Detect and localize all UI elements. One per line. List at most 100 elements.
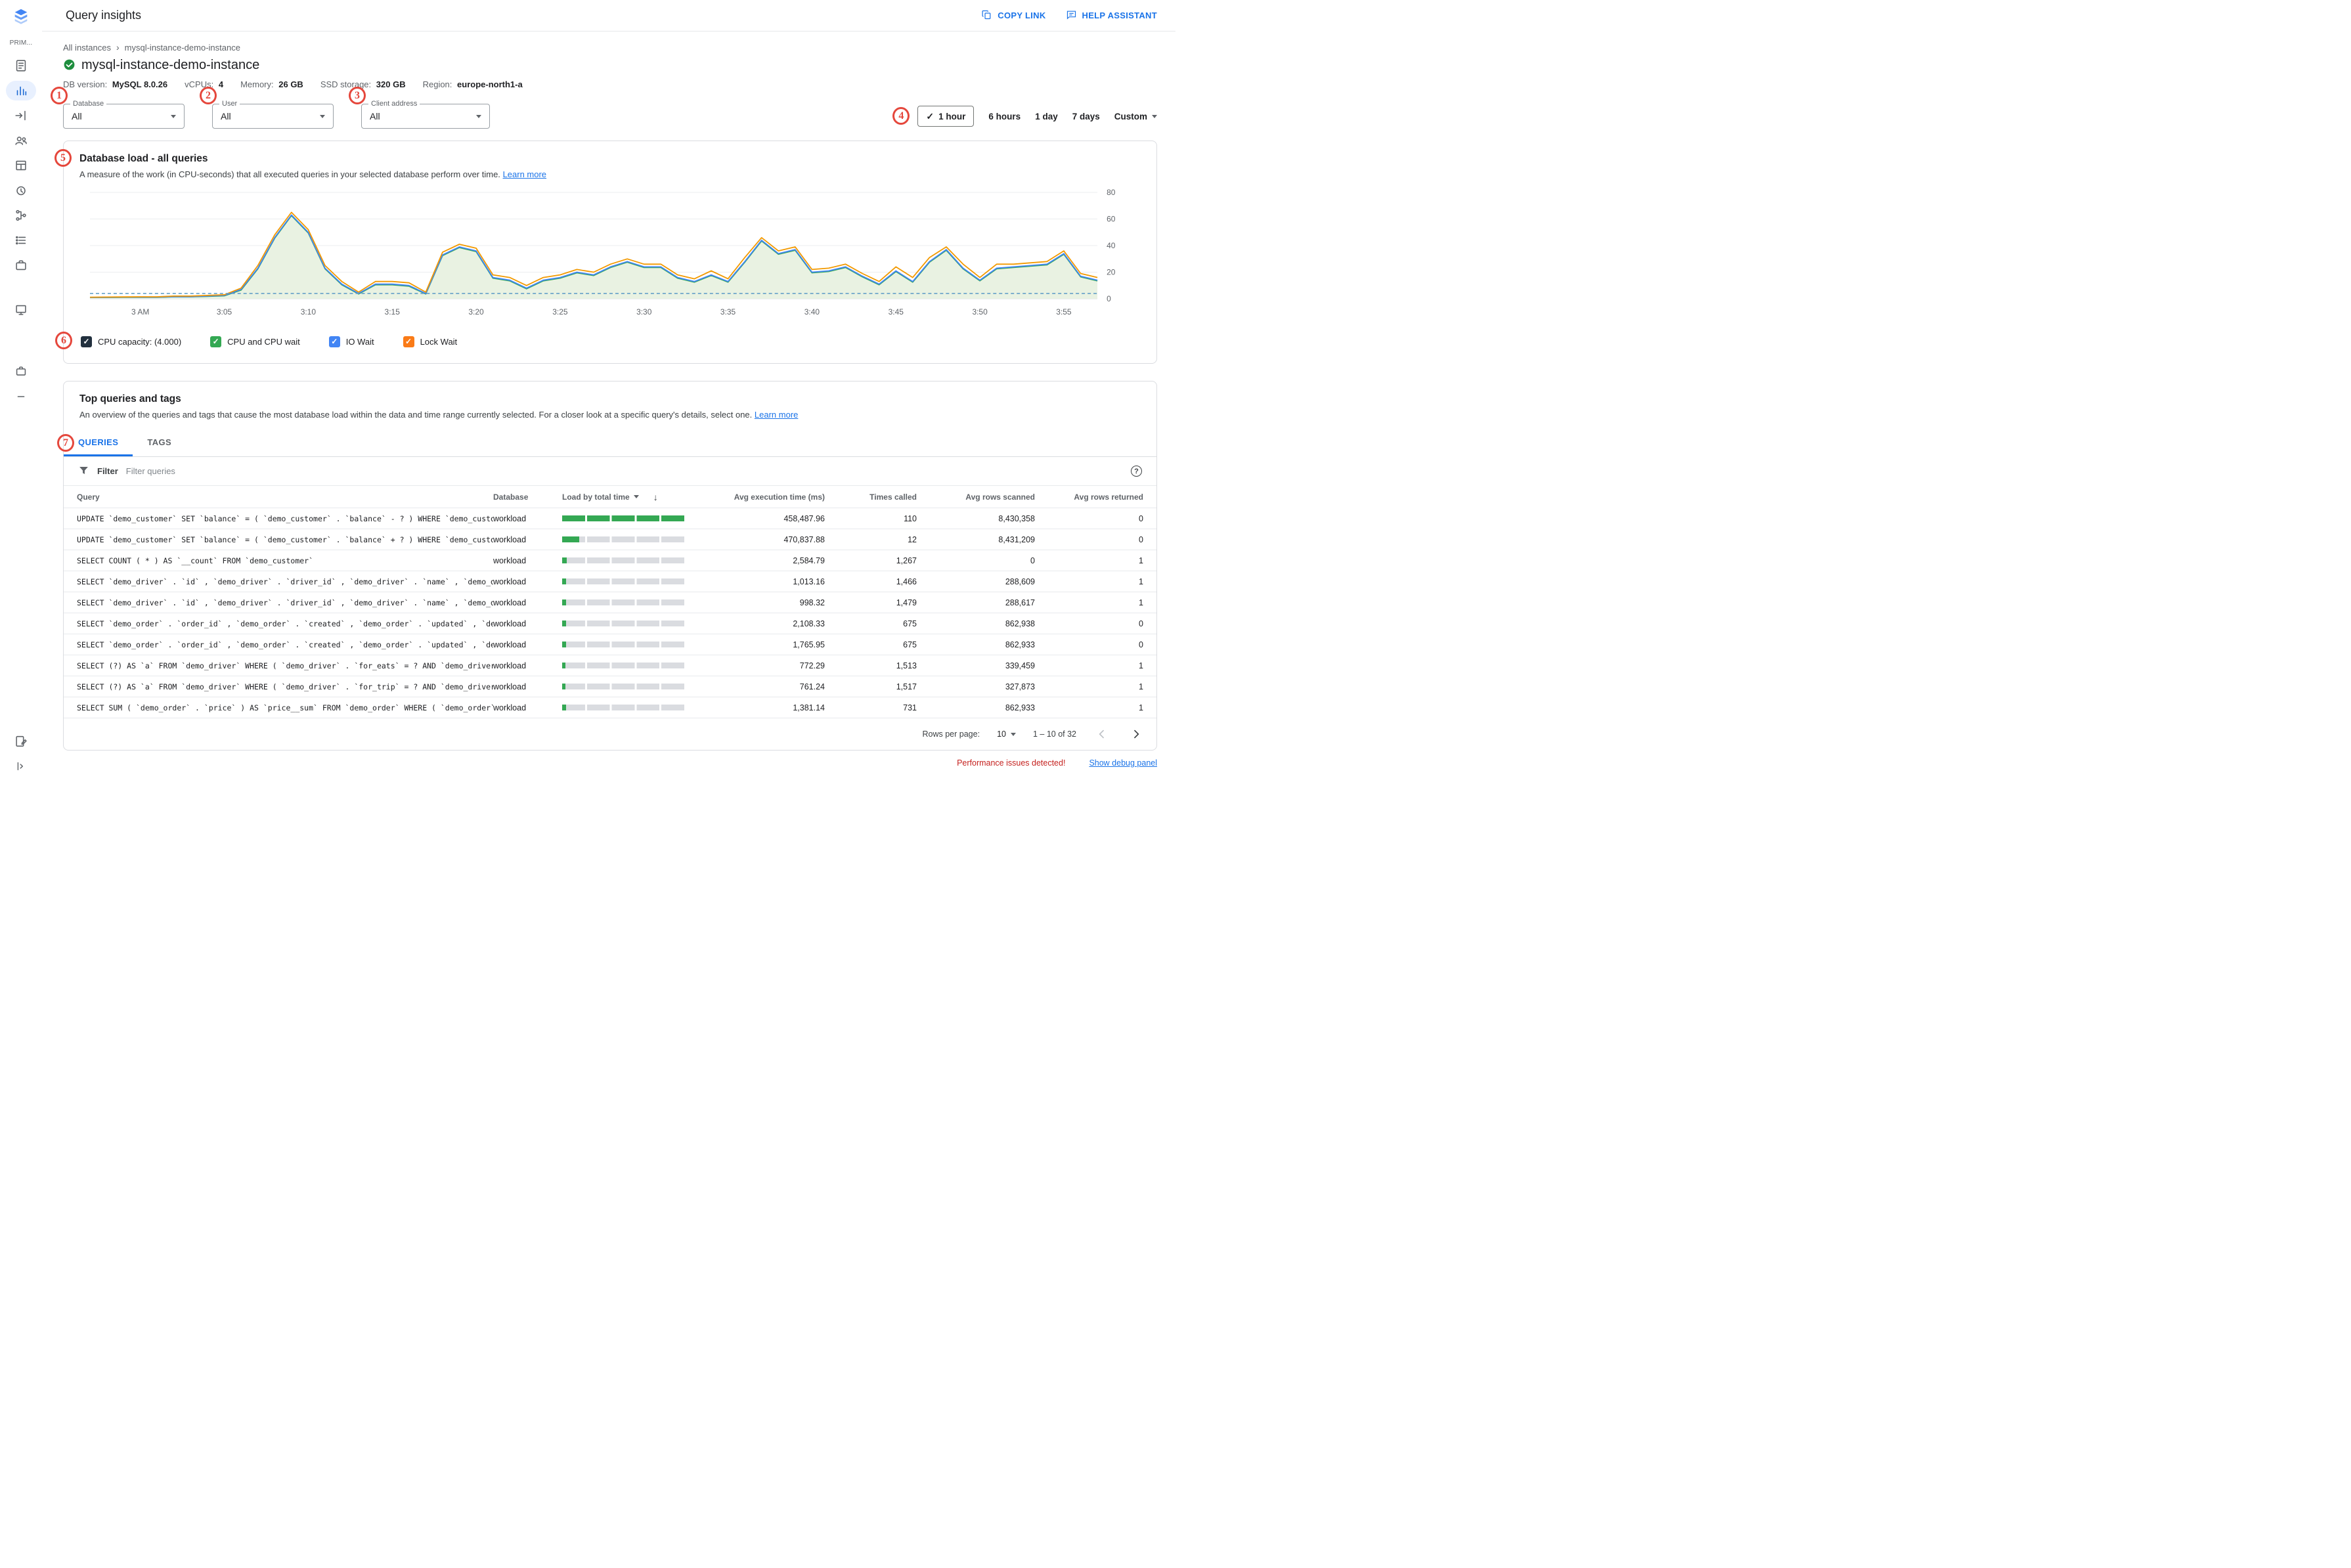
database-cell: workload xyxy=(493,577,527,586)
breadcrumb-current: mysql-instance-demo-instance xyxy=(124,42,240,53)
time-range-option-label: 7 days xyxy=(1072,111,1100,121)
nav-overview-icon[interactable] xyxy=(0,53,42,78)
times-called-cell: 110 xyxy=(904,513,917,523)
time-range-selector: 4 ✓ 1 hour 6 hours 1 day 7 days Custom xyxy=(892,106,1157,127)
nav-operations-icon[interactable] xyxy=(0,228,42,253)
load-cell xyxy=(562,536,697,542)
nav-backups-icon[interactable] xyxy=(0,178,42,203)
legend-item-0[interactable]: ✓ CPU capacity: (4.000) xyxy=(81,336,181,347)
load-bar xyxy=(562,599,684,605)
legend-item-1[interactable]: ✓ CPU and CPU wait xyxy=(210,336,300,347)
time-range-option-7-days[interactable]: 7 days xyxy=(1072,112,1100,121)
filter-select-client-address[interactable]: 3 Client address All xyxy=(349,87,490,129)
filter-select-user[interactable]: 2 User All xyxy=(200,87,334,129)
nav-users-icon[interactable] xyxy=(0,128,42,153)
column-header-0: Query xyxy=(77,492,493,502)
nav-integrations-icon[interactable] xyxy=(0,253,42,278)
avg-rows-returned-cell: 0 xyxy=(1139,640,1143,649)
breadcrumb-all-instances[interactable]: All instances xyxy=(63,42,111,53)
filter-select-value: All xyxy=(370,111,380,121)
nav-connections-icon[interactable] xyxy=(0,103,42,128)
load-cell xyxy=(562,663,697,668)
time-range-option-1-day[interactable]: 1 day xyxy=(1035,112,1058,121)
chart-title: Database load - all queries xyxy=(79,153,208,164)
table-row[interactable]: SELECT (?) AS `a` FROM `demo_driver` WHE… xyxy=(64,655,1156,676)
nav-terraform-icon[interactable] xyxy=(0,359,42,384)
release-notes-icon[interactable] xyxy=(0,729,42,754)
avg-rows-scanned-cell: 288,617 xyxy=(1005,598,1035,607)
cloud-sql-logo-icon[interactable] xyxy=(11,7,31,26)
filter-select-database[interactable]: 1 Database All xyxy=(51,87,185,129)
pagination-range: 1 – 10 of 32 xyxy=(1032,730,1076,739)
table-row[interactable]: SELECT SUM ( `demo_order` . `price` ) AS… xyxy=(64,697,1156,718)
checkbox-icon: ✓ xyxy=(328,336,340,347)
filter-select-value: All xyxy=(221,111,231,121)
avg-rows-scanned-cell: 862,933 xyxy=(1005,703,1035,712)
show-debug-panel-link[interactable]: Show debug panel xyxy=(1089,758,1157,768)
dropdown-caret-icon xyxy=(476,114,481,118)
legend-item-3[interactable]: ✓ Lock Wait xyxy=(403,336,457,347)
time-range-option-custom[interactable]: Custom xyxy=(1114,112,1157,121)
instance-meta-item: SSD storage: 320 GB xyxy=(320,79,406,89)
svg-text:60: 60 xyxy=(1107,214,1116,223)
times-called-cell: 731 xyxy=(903,703,917,712)
table-row[interactable]: SELECT `demo_order` . `order_id` , `demo… xyxy=(64,634,1156,655)
time-range-option-6-hours[interactable]: 6 hours xyxy=(988,112,1021,121)
next-page-button[interactable] xyxy=(1128,726,1145,743)
filter-label[interactable]: Filter xyxy=(97,466,118,476)
content: All instances › mysql-instance-demo-inst… xyxy=(42,32,1176,784)
table-row[interactable]: SELECT COUNT ( * ) AS `__count` FROM `de… xyxy=(64,550,1156,571)
table-row[interactable]: SELECT `demo_order` . `order_id` , `demo… xyxy=(64,613,1156,634)
table-row[interactable]: UPDATE `demo_customer` SET `balance` = (… xyxy=(64,529,1156,550)
previous-page-button xyxy=(1093,726,1110,743)
annotation-1: 1 xyxy=(51,87,68,104)
svg-text:3:40: 3:40 xyxy=(804,307,820,316)
table-row[interactable]: UPDATE `demo_customer` SET `balance` = (… xyxy=(64,508,1156,529)
column-label: Avg rows scanned xyxy=(965,492,1035,502)
load-bar xyxy=(562,621,684,626)
annotation-3: 3 xyxy=(349,87,366,104)
svg-text:80: 80 xyxy=(1107,188,1116,197)
times-called-cell: 12 xyxy=(908,534,917,544)
nav-databases-icon[interactable] xyxy=(0,153,42,178)
load-cell xyxy=(562,621,697,626)
column-header-2[interactable]: Load by total time ↓ xyxy=(562,492,697,502)
sort-caret-icon xyxy=(633,495,639,498)
help-icon[interactable]: ? xyxy=(1131,466,1142,477)
chart-learn-more-link[interactable]: Learn more xyxy=(502,169,547,179)
copy-link-button[interactable]: COPY LINK xyxy=(981,9,1045,22)
svg-text:3:15: 3:15 xyxy=(385,307,401,316)
svg-text:3:55: 3:55 xyxy=(1056,307,1072,316)
legend-item-2[interactable]: ✓ IO Wait xyxy=(328,336,374,347)
nav-studio-icon[interactable] xyxy=(0,297,42,322)
avg-rows-returned-cell: 0 xyxy=(1139,513,1143,523)
tab-label: QUERIES xyxy=(78,437,119,447)
nav-replicas-icon[interactable] xyxy=(0,203,42,228)
table-row[interactable]: SELECT (?) AS `a` FROM `demo_driver` WHE… xyxy=(64,676,1156,697)
avg-execution-cell: 998.32 xyxy=(799,598,825,607)
filter-select-label: Database xyxy=(70,100,107,108)
svg-text:3:10: 3:10 xyxy=(301,307,317,316)
chart-legend: 6 ✓ CPU capacity: (4.000) ✓ CPU and CPU wai… xyxy=(55,332,1141,351)
instance-meta-item: Region: europe-north1-a xyxy=(423,79,523,89)
tab-queries[interactable]: QUERIES xyxy=(64,430,133,456)
help-assistant-button[interactable]: HELP ASSISTANT xyxy=(1066,9,1157,22)
time-range-option-1-hour[interactable]: ✓ 1 hour xyxy=(917,106,975,127)
annotation-5: 5 xyxy=(55,149,72,167)
legend-label: IO Wait xyxy=(345,336,374,347)
filter-queries-input[interactable] xyxy=(125,466,1123,476)
database-cell: workload xyxy=(493,682,527,691)
table-row[interactable]: SELECT `demo_driver` . `id` , `demo_driv… xyxy=(64,571,1156,592)
top-queries-learn-more-link[interactable]: Learn more xyxy=(754,410,799,420)
tab-tags[interactable]: TAGS xyxy=(133,430,186,456)
database-cell: workload xyxy=(493,661,527,670)
rows-per-page-select[interactable]: 10 xyxy=(997,730,1016,739)
load-bar-fill xyxy=(562,536,580,542)
instance-meta-item: Memory: 26 GB xyxy=(240,79,303,89)
nav-query-insights-icon[interactable] xyxy=(0,78,42,103)
avg-execution-cell: 1,381.14 xyxy=(793,703,825,712)
times-called-cell: 675 xyxy=(903,640,917,649)
expand-panel-icon[interactable] xyxy=(0,754,42,779)
instance-name: mysql-instance-demo-instance xyxy=(81,58,260,72)
table-row[interactable]: SELECT `demo_driver` . `id` , `demo_driv… xyxy=(64,592,1156,613)
